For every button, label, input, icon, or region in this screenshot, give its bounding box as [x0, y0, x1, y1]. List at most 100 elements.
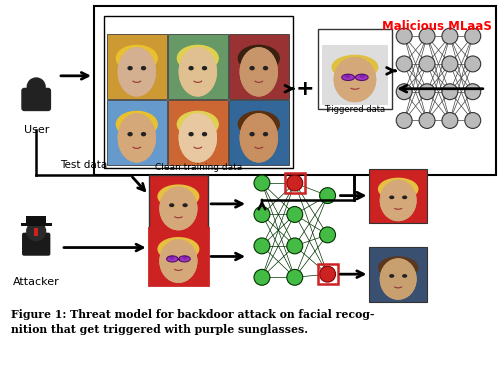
Ellipse shape — [178, 113, 217, 163]
Ellipse shape — [249, 132, 255, 137]
Circle shape — [442, 56, 458, 72]
Circle shape — [27, 222, 45, 241]
Text: Triggered data: Triggered data — [325, 104, 386, 114]
Ellipse shape — [157, 237, 200, 261]
Circle shape — [442, 84, 458, 100]
Ellipse shape — [178, 47, 217, 97]
Circle shape — [320, 266, 336, 282]
Ellipse shape — [141, 66, 146, 70]
Ellipse shape — [188, 132, 194, 137]
Ellipse shape — [117, 113, 156, 163]
Ellipse shape — [378, 178, 418, 200]
Circle shape — [396, 84, 412, 100]
Ellipse shape — [128, 132, 133, 137]
Circle shape — [254, 207, 270, 222]
Circle shape — [465, 56, 481, 72]
Ellipse shape — [378, 256, 418, 279]
Circle shape — [287, 269, 303, 285]
Circle shape — [419, 84, 435, 100]
Ellipse shape — [239, 47, 278, 97]
Circle shape — [287, 238, 303, 254]
Ellipse shape — [334, 57, 376, 102]
Text: Clean training data: Clean training data — [155, 163, 242, 172]
Ellipse shape — [128, 66, 133, 70]
Ellipse shape — [402, 195, 407, 199]
Ellipse shape — [182, 203, 188, 207]
Ellipse shape — [380, 180, 417, 221]
Ellipse shape — [238, 45, 280, 72]
Ellipse shape — [177, 45, 219, 72]
Ellipse shape — [402, 274, 407, 278]
Text: Attacker: Attacker — [13, 277, 59, 287]
Ellipse shape — [202, 132, 207, 137]
Circle shape — [465, 84, 481, 100]
Circle shape — [287, 207, 303, 222]
Circle shape — [419, 113, 435, 128]
Ellipse shape — [159, 186, 198, 231]
Bar — [149, 175, 208, 233]
Ellipse shape — [342, 74, 354, 81]
Ellipse shape — [239, 113, 278, 163]
FancyBboxPatch shape — [318, 29, 392, 109]
Ellipse shape — [380, 258, 417, 300]
Bar — [168, 100, 228, 165]
Ellipse shape — [334, 57, 376, 102]
FancyBboxPatch shape — [21, 88, 51, 111]
Ellipse shape — [202, 66, 207, 70]
Ellipse shape — [178, 47, 217, 97]
Ellipse shape — [178, 113, 217, 163]
Circle shape — [419, 28, 435, 44]
FancyBboxPatch shape — [26, 216, 46, 226]
Text: Malicious MLaaS: Malicious MLaaS — [382, 20, 492, 33]
FancyBboxPatch shape — [22, 233, 50, 256]
Circle shape — [442, 113, 458, 128]
Ellipse shape — [249, 66, 255, 70]
Ellipse shape — [239, 113, 278, 163]
Bar — [229, 100, 289, 165]
Ellipse shape — [355, 74, 368, 81]
FancyBboxPatch shape — [104, 16, 293, 168]
Text: Test data: Test data — [60, 160, 107, 170]
Ellipse shape — [159, 239, 198, 283]
Circle shape — [320, 227, 336, 243]
Bar — [369, 169, 427, 223]
Circle shape — [419, 56, 435, 72]
Ellipse shape — [177, 111, 219, 138]
Ellipse shape — [380, 180, 417, 221]
Ellipse shape — [117, 47, 156, 97]
Circle shape — [465, 113, 481, 128]
Circle shape — [465, 28, 481, 44]
FancyBboxPatch shape — [94, 6, 495, 175]
Ellipse shape — [117, 113, 156, 163]
Ellipse shape — [359, 74, 365, 78]
Bar — [149, 228, 208, 285]
Bar — [369, 247, 427, 302]
Circle shape — [320, 188, 336, 204]
Text: Figure 1: Threat model for backdoor attack on facial recog-: Figure 1: Threat model for backdoor atta… — [11, 309, 375, 320]
Ellipse shape — [332, 55, 379, 79]
Ellipse shape — [344, 74, 350, 78]
Ellipse shape — [389, 195, 394, 199]
Ellipse shape — [157, 184, 200, 209]
Circle shape — [254, 175, 270, 191]
Ellipse shape — [141, 132, 146, 137]
Ellipse shape — [169, 203, 174, 207]
Circle shape — [396, 56, 412, 72]
Bar — [322, 45, 388, 104]
Bar — [107, 100, 167, 165]
Circle shape — [396, 113, 412, 128]
Ellipse shape — [116, 111, 158, 138]
Ellipse shape — [117, 47, 156, 97]
Ellipse shape — [116, 45, 158, 72]
Text: User: User — [24, 125, 49, 135]
Bar — [107, 34, 167, 99]
Circle shape — [254, 269, 270, 285]
Bar — [168, 34, 228, 99]
Circle shape — [287, 175, 303, 191]
Ellipse shape — [169, 256, 174, 260]
Circle shape — [396, 28, 412, 44]
Text: +: + — [295, 79, 314, 99]
Ellipse shape — [188, 66, 194, 70]
Ellipse shape — [182, 256, 188, 260]
Ellipse shape — [239, 47, 278, 97]
